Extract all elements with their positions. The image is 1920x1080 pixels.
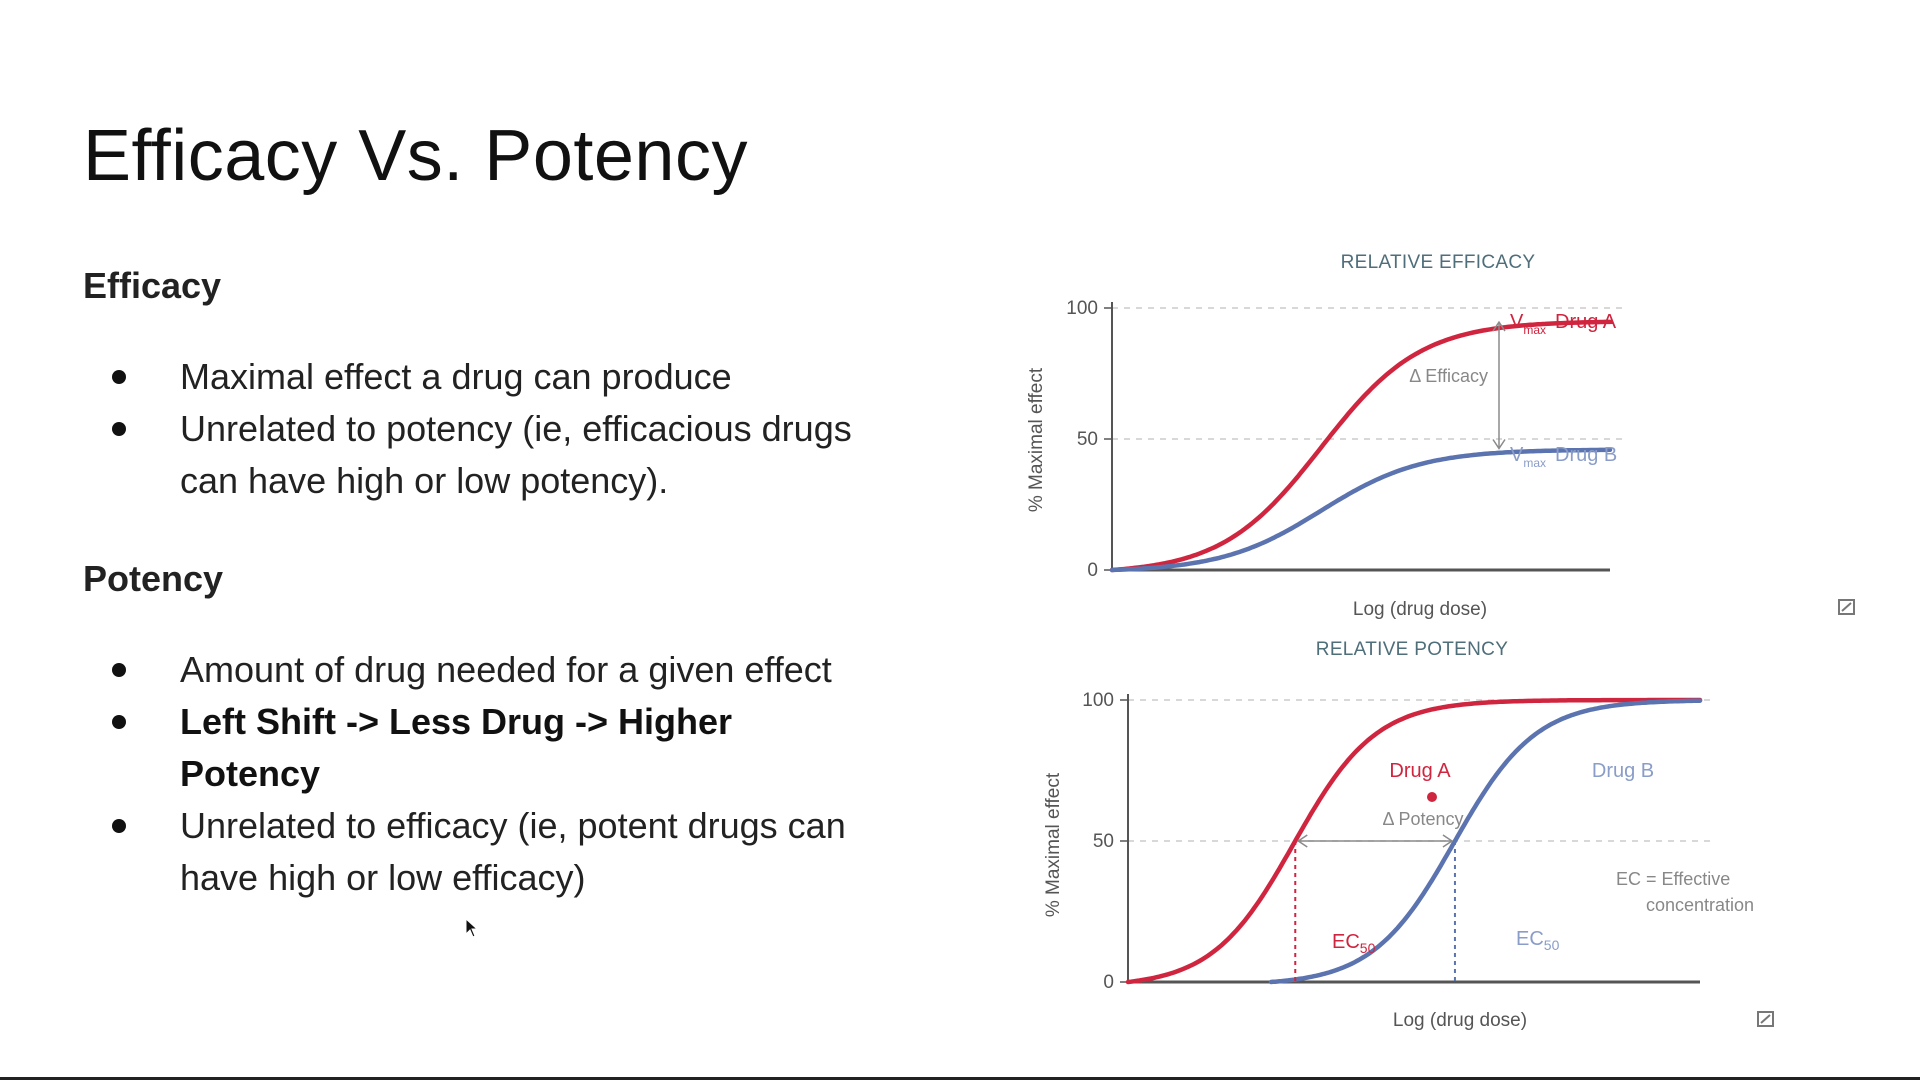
chart-title: RELATIVE EFFICACY [1341, 252, 1536, 273]
bullet-text: Maximal effect a drug can produce [180, 356, 732, 397]
bullet-item: Maximal effect a drug can produce [83, 351, 913, 403]
drug-b-curve [1109, 447, 1613, 573]
y-ticks: 0 50 100 [1066, 298, 1098, 581]
chart-title: RELATIVE POTENCY [1316, 639, 1508, 660]
drug-b-name-label: Drug B [1592, 760, 1654, 782]
drug-b-name-label: Drug B [1555, 444, 1617, 466]
bottom-border [0, 1077, 1920, 1080]
y-axis-label: % Maximal effect [1043, 772, 1064, 917]
ec-note-line-1: EC = Effective [1616, 869, 1730, 889]
arrow-head-up [1492, 320, 1506, 332]
x-axis-label: Log (drug dose) [1393, 1010, 1527, 1031]
drug-a-name-label: Drug A [1389, 760, 1451, 782]
delta-efficacy-label: Δ Efficacy [1409, 366, 1488, 386]
bullet-text: Unrelated to efficacy (ie, potent drugs … [180, 805, 846, 898]
y-axis-label: % Maximal effect [1026, 367, 1047, 512]
ec-note-line-2: concentration [1646, 895, 1754, 915]
bullet-dot [112, 663, 126, 677]
relative-efficacy-chart: RELATIVE EFFICACY % Maximal effect Log (… [1026, 252, 1855, 620]
vmax-drug-b-label: Vmax [1510, 444, 1546, 470]
efficacy-bullets: Maximal effect a drug can produce Unrela… [83, 351, 913, 507]
y-tick-label: 100 [1066, 298, 1098, 319]
gridlines [1112, 307, 1625, 440]
bullet-item: Unrelated to efficacy (ie, potent drugs … [83, 800, 873, 904]
mouse-pointer-icon [465, 918, 479, 938]
potency-heading: Potency [83, 558, 224, 599]
image-expand-icon[interactable] [1838, 599, 1855, 615]
bullet-item: Left Shift -> Less Drug -> Higher Potenc… [83, 696, 873, 800]
vmax-drug-a-label: Vmax [1510, 311, 1546, 337]
figure-charts: RELATIVE EFFICACY % Maximal effect Log (… [1026, 252, 1855, 1031]
drug-a-name-label: Drug A [1555, 311, 1617, 333]
bullet-dot [112, 819, 126, 833]
arrow-head-down [1492, 439, 1506, 450]
slide-title: Efficacy Vs. Potency [83, 116, 748, 196]
vmax-labels: Vmax Drug A Vmax Drug B [1510, 311, 1617, 470]
bullet-dot [112, 422, 126, 436]
drug-a-marker-dot [1427, 792, 1437, 802]
delta-efficacy-arrow [1492, 320, 1506, 450]
bullet-text: Unrelated to potency (ie, efficacious dr… [180, 408, 852, 501]
axes [1104, 302, 1610, 572]
efficacy-heading: Efficacy [83, 265, 222, 306]
y-tick-label: 50 [1093, 831, 1114, 852]
arrow-head-right [1442, 834, 1454, 848]
y-ticks: 0 50 100 [1082, 690, 1114, 993]
bullet-text: Amount of drug needed for a given effect [180, 649, 832, 690]
drug-a-curve [1125, 697, 1703, 985]
bullet-item: Amount of drug needed for a given effect [83, 644, 873, 696]
delta-potency-arrow [1296, 834, 1454, 848]
drug-b-curve [1268, 698, 1703, 985]
bullet-text: Left Shift -> Less Drug -> Higher Potenc… [180, 701, 733, 794]
ec50-markers [1294, 841, 1456, 982]
delta-potency-label: Δ Potency [1382, 809, 1463, 829]
ec50-drug-b-label: EC50 [1516, 928, 1560, 953]
series-lines [1109, 319, 1613, 573]
ec50-drug-a-label: EC50 [1332, 931, 1376, 956]
y-tick-label: 0 [1087, 560, 1098, 581]
x-axis-label: Log (drug dose) [1353, 599, 1487, 620]
axes [1120, 694, 1700, 984]
bullet-dot [112, 370, 126, 384]
y-tick-label: 50 [1077, 429, 1098, 450]
y-tick-label: 0 [1103, 972, 1114, 993]
arrow-head-left [1296, 834, 1308, 848]
bullet-dot [112, 715, 126, 729]
series-lines [1125, 697, 1703, 985]
bullet-item: Unrelated to potency (ie, efficacious dr… [83, 403, 913, 507]
y-tick-label: 100 [1082, 690, 1114, 711]
image-expand-icon[interactable] [1757, 1011, 1774, 1027]
potency-bullets: Amount of drug needed for a given effect… [83, 644, 873, 904]
relative-potency-chart: RELATIVE POTENCY % Maximal effect Log (d… [1043, 639, 1774, 1031]
drug-a-curve [1109, 319, 1613, 573]
